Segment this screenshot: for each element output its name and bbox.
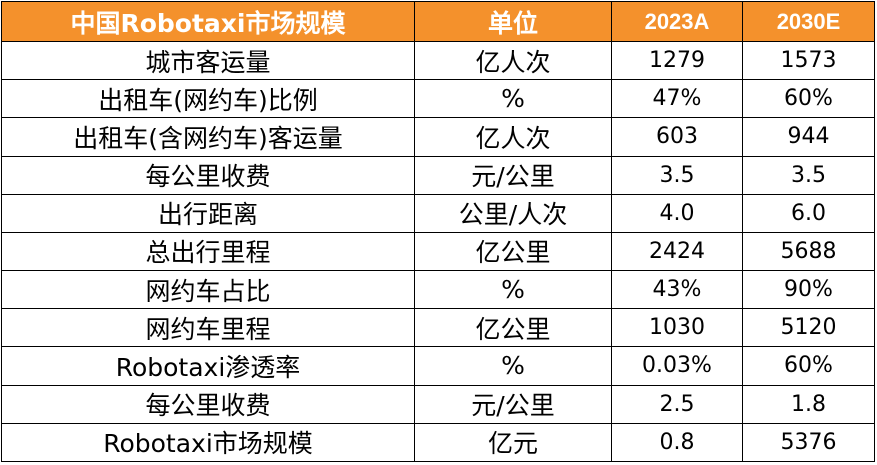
unit-cell: 元/公里 (414, 384, 612, 424)
value-2030e-cell: 944 (742, 117, 875, 157)
header-cell-2023a: 2023A (611, 1, 743, 42)
table-row: 总出行里程 亿公里 2424 5688 (1, 231, 875, 272)
table-row: Robotaxi市场规模 亿元 0.8 5376 (1, 422, 875, 463)
value-2030e-cell: 60% (742, 346, 875, 386)
value-2030e-cell: 1573 (742, 40, 875, 81)
table-row: 每公里收费 元/公里 3.5 3.5 (1, 155, 875, 195)
table-row: 城市客运量 亿人次 1279 1573 (1, 40, 875, 81)
table-row: 网约车里程 亿公里 1030 5120 (1, 308, 875, 348)
table-row: 出租车(网约车)比例% 47% 60% (1, 79, 875, 119)
table-row: 出租车(含网约车)客运量 亿人次 603 944 (1, 117, 875, 157)
value-2023a-cell: 4.0 (611, 193, 743, 233)
value-2030e-cell: 90% (742, 270, 875, 310)
value-2030e-cell: 3.5 (742, 155, 875, 195)
metric-cell: 出租车(含网约车)客运量 (1, 117, 415, 157)
value-2023a-cell: 43% (611, 270, 743, 310)
table-body: 城市客运量 亿人次 1279 1573 出租车(网约车)比例% 47% 60% 出租车(含网约… (1, 40, 875, 463)
header-row: 中国Robotaxi市场规模 单位 2023A 2030E (1, 1, 875, 42)
value-2030e-cell: 1.8 (742, 384, 875, 424)
metric-cell: 出行距离 (1, 193, 415, 233)
unit-cell: 亿公里 (414, 308, 612, 348)
metric-cell: 网约车占比 (1, 270, 415, 310)
metric-cell: 网约车里程 (1, 308, 415, 348)
unit-cell: 公里/人次 (414, 193, 612, 233)
value-2023a-cell: 2424 (611, 231, 743, 272)
table-row: 网约车占比% 43% 90% (1, 270, 875, 310)
metric-cell: 城市客运量 (1, 40, 415, 81)
value-2023a-cell: 3.5 (611, 155, 743, 195)
metric-cell: 每公里收费 (1, 155, 415, 195)
unit-cell: % (414, 346, 612, 386)
value-2030e-cell: 60% (742, 79, 875, 119)
value-2023a-cell: 0.8 (611, 422, 743, 463)
value-2030e-cell: 6.0 (742, 193, 875, 233)
header-cell-metric: 中国Robotaxi市场规模 (1, 1, 415, 42)
header-cell-2030e: 2030E (742, 1, 875, 42)
unit-cell: 亿元 (414, 422, 612, 463)
header-cell-unit: 单位 (414, 1, 612, 42)
value-2023a-cell: 2.5 (611, 384, 743, 424)
value-2030e-cell: 5688 (742, 231, 875, 272)
value-2030e-cell: 5376 (742, 422, 875, 463)
metric-cell: 出租车(网约车)比例 (1, 79, 415, 119)
value-2030e-cell: 5120 (742, 308, 875, 348)
table-row: 出行距离 公里/人次 4.0 6.0 (1, 193, 875, 233)
metric-cell: 总出行里程 (1, 231, 415, 272)
value-2023a-cell: 1030 (611, 308, 743, 348)
value-2023a-cell: 47% (611, 79, 743, 119)
unit-cell: % (414, 270, 612, 310)
metric-cell: Robotaxi市场规模 (1, 422, 415, 463)
unit-cell: 亿人次 (414, 117, 612, 157)
table-row: Robotaxi渗透率% 0.03% 60% (1, 346, 875, 386)
value-2023a-cell: 1279 (611, 40, 743, 81)
metric-cell: Robotaxi渗透率 (1, 346, 415, 386)
table-row: 每公里收费 元/公里 2.5 1.8 (1, 384, 875, 424)
unit-cell: 亿人次 (414, 40, 612, 81)
value-2023a-cell: 0.03% (611, 346, 743, 386)
value-2023a-cell: 603 (611, 117, 743, 157)
metric-cell: 每公里收费 (1, 384, 415, 424)
unit-cell: % (414, 79, 612, 119)
unit-cell: 亿公里 (414, 231, 612, 272)
unit-cell: 元/公里 (414, 155, 612, 195)
